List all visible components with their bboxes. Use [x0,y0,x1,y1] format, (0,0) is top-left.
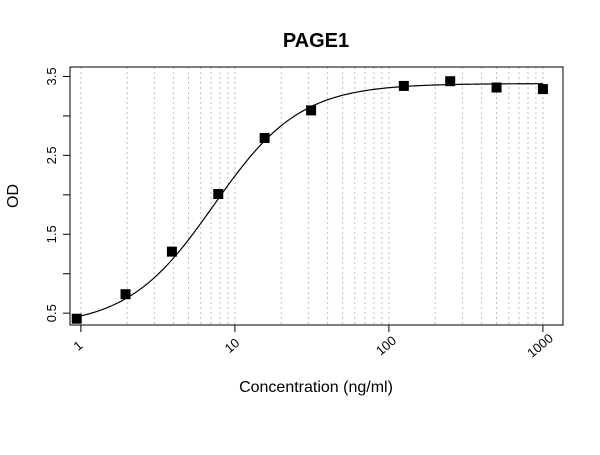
data-point [445,76,456,87]
y-tick-label: 3.5 [44,67,59,85]
chart-title: PAGE1 [283,30,349,52]
data-point [537,84,548,95]
data-point [166,246,177,257]
data-point [491,82,502,93]
grid-lines [80,67,544,325]
y-axis-title: OD [5,184,22,208]
y-tick-label: 2.5 [44,146,59,164]
x-tick-label: 1000 [524,331,556,361]
data-point [398,80,409,91]
data-point [71,313,82,324]
fit-curve [76,83,543,318]
data-points [71,76,548,324]
fit-curve-layer [76,83,543,318]
data-point [259,133,270,144]
y-axis: 0.5 1.5 2.5 3.5 [44,67,70,322]
x-tick-label: 1 [70,337,85,353]
data-point [306,105,317,116]
x-tick-label: 100 [373,333,399,358]
plot-frame [69,66,564,326]
y-tick-label: 1.5 [44,225,59,243]
data-point [213,189,224,200]
data-point [120,289,131,300]
x-tick-label: 10 [222,335,243,356]
y-tick-label: 0.5 [44,304,59,322]
x-axis-title: Concentration (ng/ml) [239,379,393,396]
x-axis: 1 10 100 1000 [70,325,556,361]
